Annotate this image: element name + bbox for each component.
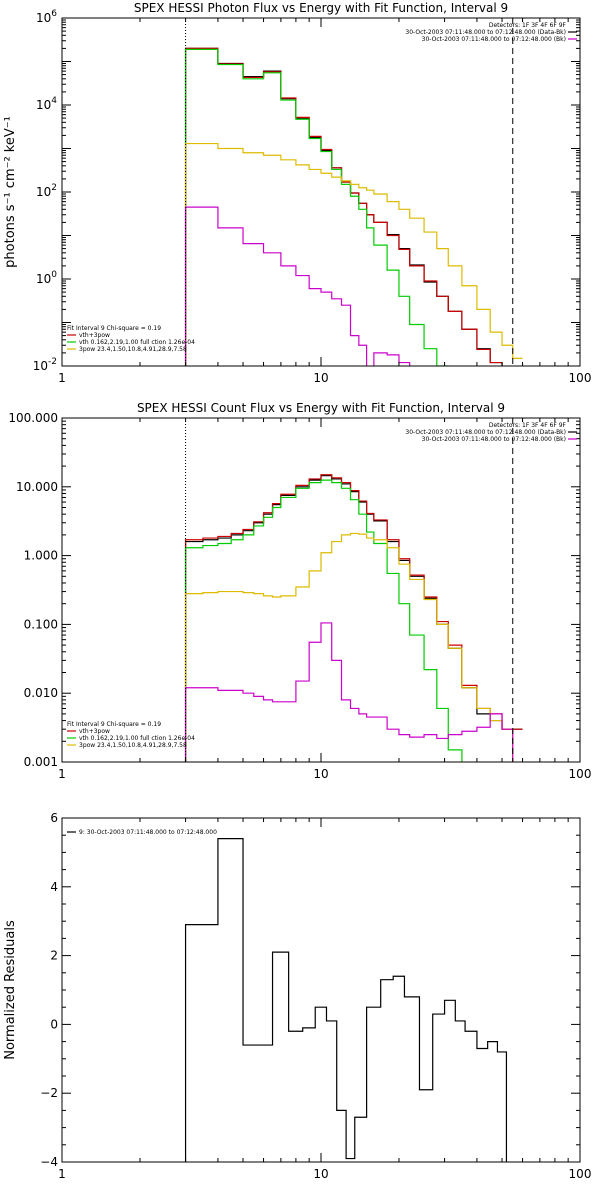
chart-panel-3: Normalized Residuals 1 10 100 −4 −2 0 2 4 6 9: 30-… (3, 811, 592, 1181)
y-tick-exponent: 2 (51, 183, 57, 193)
x-tick-label: 1 (58, 1167, 66, 1181)
x-tick-label: 10 (313, 371, 328, 385)
y-tick-label: 6 (50, 811, 58, 825)
y-tick-label: 0.001 (24, 755, 58, 769)
y-tick-label: −2 (40, 1086, 58, 1100)
chart-title: SPEX HESSI Count Flux vs Energy with Fit… (137, 401, 505, 415)
chart-panel-2: SPEX HESSI Count Flux vs Energy with Fit… (8, 401, 592, 781)
series-group (184, 47, 523, 366)
info-line-2: 30-Oct-2003 07:11:48.000 to 07:12:48.000… (405, 29, 566, 36)
y-axis-label: Normalized Residuals (3, 920, 18, 1060)
legend-entry-3: vth 0.162,2.19,1.00 full ction 1.26e-04 (79, 735, 195, 742)
series-line-1 (184, 475, 523, 762)
info-line-2: 30-Oct-2003 07:11:48.000 to 07:12:48.000… (405, 429, 566, 436)
chart-title: SPEX HESSI Photon Flux vs Energy with Fi… (134, 1, 508, 15)
x-tick-label: 10 (313, 1167, 328, 1181)
x-tick-label: 100 (569, 371, 592, 385)
y-tick-label: 0 (50, 1017, 58, 1031)
y-tick-label: 10.000 (16, 480, 58, 494)
series-line-4 (184, 532, 514, 762)
y-tick-label: 2 (50, 949, 58, 963)
series-line-4 (184, 142, 523, 366)
series-line-2 (184, 474, 523, 762)
y-tick-label: 104 (36, 96, 57, 112)
y-tick-label: 100.000 (8, 411, 58, 425)
series-line-5 (184, 206, 411, 366)
legend-entry-3: vth 0.162,2.19,1.00 full ction 1.26e-04 (79, 339, 195, 346)
x-tick-label: 10 (313, 767, 328, 781)
x-tick-label: 1 (58, 767, 66, 781)
y-tick-label: 1.000 (24, 549, 58, 563)
y-tick-label: 0.100 (24, 617, 58, 631)
legend-entry-1: Fit Interval 9 Chi-square = 0.19 (67, 325, 161, 332)
plot-frame (61, 817, 581, 1163)
legend-entry-2: vth+3pow (79, 332, 110, 339)
series-line-3 (184, 48, 449, 366)
y-axis-label: photons s⁻¹ cm⁻² keV⁻¹ (3, 116, 18, 268)
y-tick-base: 10 (36, 11, 51, 25)
chart-panel-1: SPEX HESSI Photon Flux vs Energy with Fi… (3, 1, 592, 385)
y-tick-base: 10 (36, 185, 51, 199)
legend-entry-1: Fit Interval 9 Chi-square = 0.19 (67, 721, 161, 728)
info-line-1: Detectors: 1F 3F 4F 6F 9F (489, 422, 567, 429)
y-tick-base: 10 (33, 359, 48, 373)
y-tick-exponent: 4 (51, 96, 57, 106)
series-group (184, 838, 508, 1162)
info-line-3: 30-Oct-2003 07:11:48.000 to 07:12:48.000… (422, 436, 566, 443)
y-tick-base: 10 (36, 98, 51, 112)
y-tick-exponent: -2 (48, 357, 57, 367)
y-tick-label: 0.010 (24, 686, 58, 700)
x-tick-label: 1 (58, 371, 66, 385)
y-tick-base: 10 (36, 272, 51, 286)
y-tick-label: 4 (50, 880, 58, 894)
info-line-3: 30-Oct-2003 07:11:48.000 to 07:12:48.000… (422, 36, 566, 43)
info-line-1: Detectors: 1F 3F 4F 6F 9F (489, 22, 567, 29)
x-tick-label: 100 (569, 767, 592, 781)
series-line-5 (184, 622, 514, 762)
y-tick-label: 100 (36, 270, 57, 286)
series-line-3 (184, 479, 463, 762)
y-tick-label: −4 (40, 1155, 58, 1169)
legend-entry-4: 3pow 23.4,1.50,10.8,4.91,28.9,7.58 (79, 742, 187, 749)
legend-entry-4: 3pow 23.4,1.50,10.8,4.91,28.9,7.58 (79, 346, 187, 353)
legend-entry-1: 9: 30-Oct-2003 07:11:48.000 to 07:12:48.… (79, 829, 217, 836)
x-tick-label: 100 (569, 1167, 592, 1181)
plot-frame (61, 17, 581, 367)
y-tick-label: 106 (36, 9, 57, 25)
y-tick-exponent: 6 (51, 9, 57, 19)
legend-entry-2: vth+3pow (79, 728, 110, 735)
series-line-1 (184, 838, 508, 1162)
series-group (184, 474, 523, 762)
y-tick-exponent: 0 (51, 270, 57, 280)
y-tick-label: 10-2 (33, 357, 57, 373)
plot-frame (61, 417, 581, 763)
y-tick-label: 102 (36, 183, 57, 199)
